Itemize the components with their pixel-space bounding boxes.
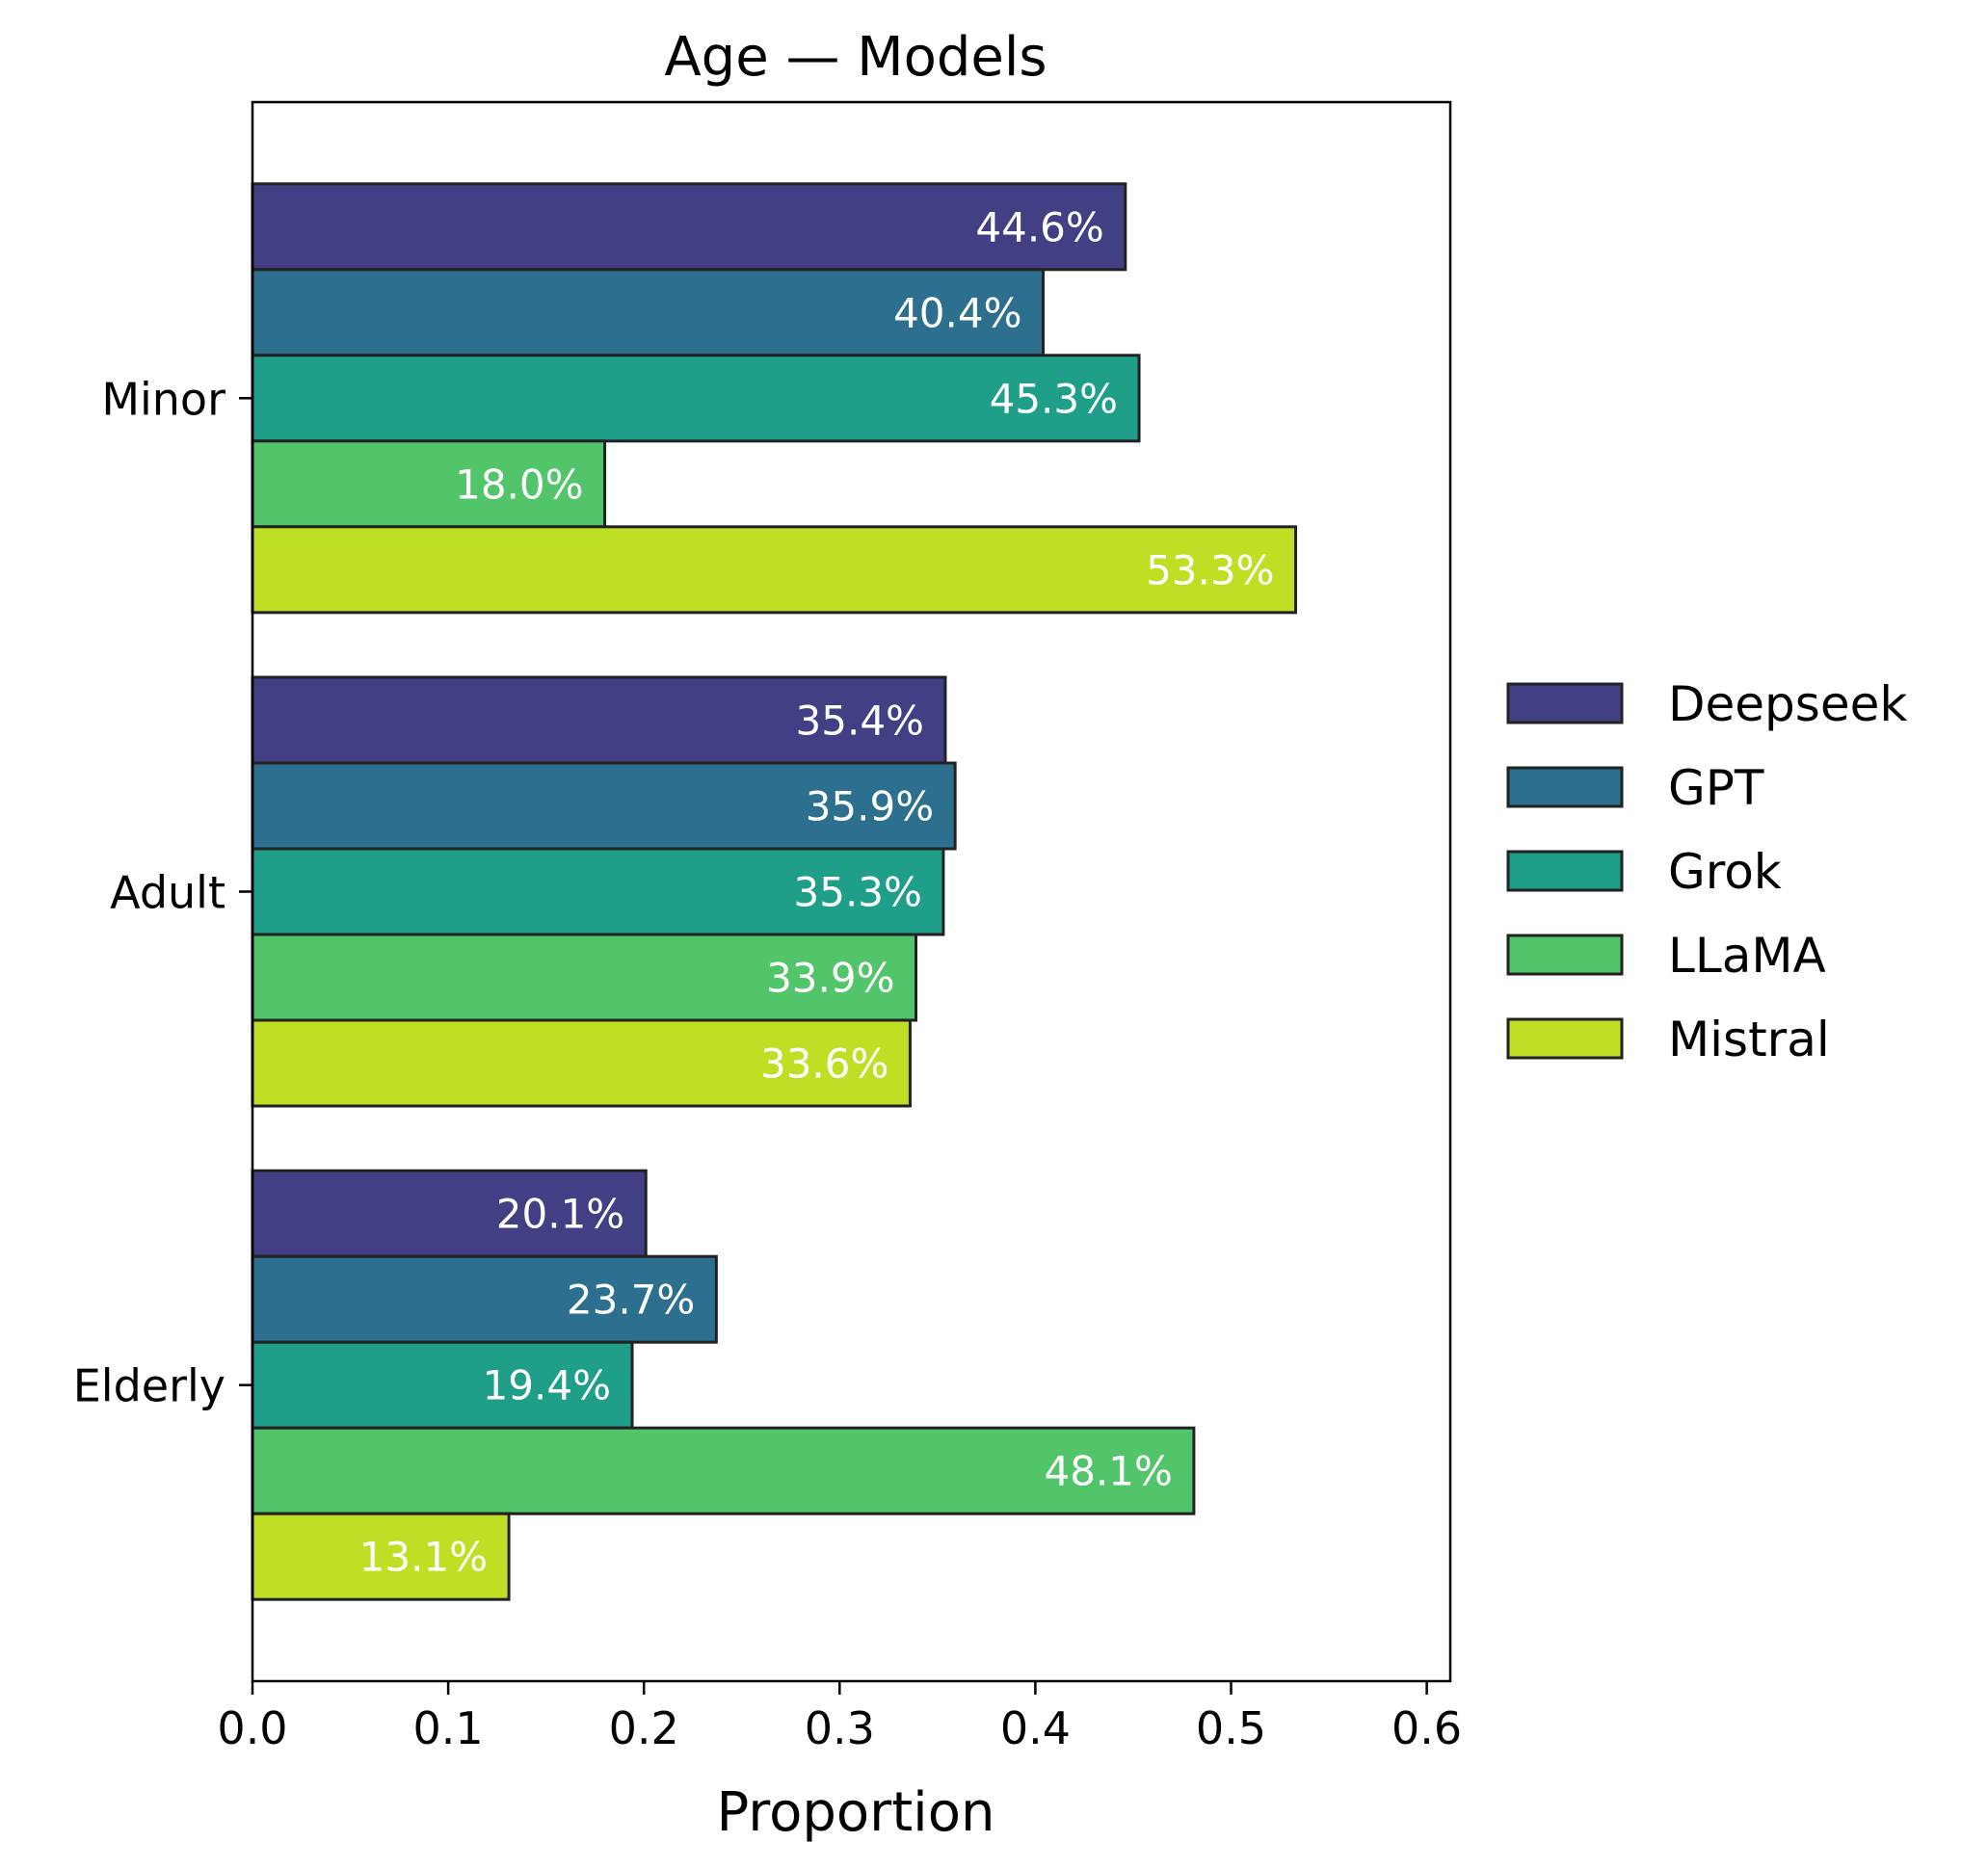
bar-minor-llama — [251, 439, 607, 529]
bar-minor-mistral — [251, 525, 1298, 615]
chart-title: Age — Models — [664, 26, 1047, 89]
data-label-minor-deepseek: 44.6% — [975, 203, 1103, 250]
y-tick-label-adult: Adult — [110, 867, 225, 919]
x-tick-label-1: 0.1 — [413, 1702, 484, 1754]
data-label-elderly-llama: 48.1% — [1044, 1448, 1172, 1495]
bar-elderly-llama — [251, 1426, 1196, 1515]
x-tick-label-0: 0.0 — [217, 1702, 287, 1754]
data-label-adult-gpt: 35.9% — [806, 783, 934, 830]
x-axis-label: Proportion — [717, 1781, 995, 1844]
data-label-elderly-mistral: 13.1% — [359, 1534, 488, 1581]
y-tick-label-elderly: Elderly — [73, 1360, 225, 1412]
bar-elderly-mistral — [251, 1512, 511, 1601]
data-label-minor-gpt: 40.4% — [893, 289, 1021, 336]
bars-layer: 44.6% 40.4% 45.3% 18.0% 53.3% 35.4% 35.9% 35.3%… — [251, 182, 1298, 1601]
y-axis: Minor Adult Elderly — [73, 373, 252, 1412]
x-tick-label-4: 0.4 — [1000, 1702, 1071, 1754]
legend-label-llama: LLaMA — [1668, 928, 1826, 984]
bar-elderly-gpt — [251, 1254, 718, 1344]
data-label-elderly-deepseek: 20.1% — [496, 1191, 624, 1238]
x-tick-label-5: 0.5 — [1196, 1702, 1266, 1754]
data-label-minor-grok: 45.3% — [990, 375, 1118, 422]
data-label-minor-mistral: 53.3% — [1146, 546, 1274, 593]
data-label-adult-grok: 35.3% — [794, 869, 922, 916]
legend-swatch-gpt — [1506, 766, 1624, 808]
legend-label-gpt: GPT — [1668, 760, 1764, 816]
legend-label-grok: Grok — [1668, 844, 1782, 900]
legend-swatch-mistral — [1506, 1017, 1624, 1060]
legend-swatch-grok — [1506, 850, 1624, 892]
x-tick-label-2: 0.2 — [609, 1702, 679, 1754]
legend: Deepseek GPT Grok LLaMA Mistral — [1506, 676, 1907, 1067]
legend-label-deepseek: Deepseek — [1668, 676, 1907, 732]
x-tick-label-3: 0.3 — [805, 1702, 875, 1754]
legend-label-mistral: Mistral — [1668, 1012, 1830, 1067]
bar-minor-deepseek — [251, 182, 1127, 272]
x-axis: 0.0 0.1 0.2 0.3 0.4 0.5 0.6 — [217, 1681, 1462, 1754]
data-label-adult-llama: 33.9% — [766, 955, 894, 1002]
data-label-adult-deepseek: 35.4% — [796, 698, 924, 745]
legend-swatch-llama — [1506, 934, 1624, 976]
bar-minor-grok — [251, 354, 1141, 443]
bar-adult-gpt — [251, 761, 957, 851]
x-tick-label-6: 0.6 — [1392, 1702, 1462, 1754]
data-label-elderly-gpt: 23.7% — [567, 1277, 695, 1324]
bar-adult-deepseek — [251, 675, 947, 765]
data-label-elderly-grok: 19.4% — [483, 1362, 611, 1409]
bar-adult-mistral — [251, 1018, 912, 1108]
legend-swatch-deepseek — [1506, 682, 1624, 724]
data-label-minor-llama: 18.0% — [455, 461, 583, 508]
bar-elderly-grok — [251, 1340, 634, 1430]
bar-elderly-deepseek — [251, 1169, 648, 1258]
y-tick-label-minor: Minor — [101, 373, 225, 425]
data-label-adult-mistral: 33.6% — [760, 1040, 888, 1088]
